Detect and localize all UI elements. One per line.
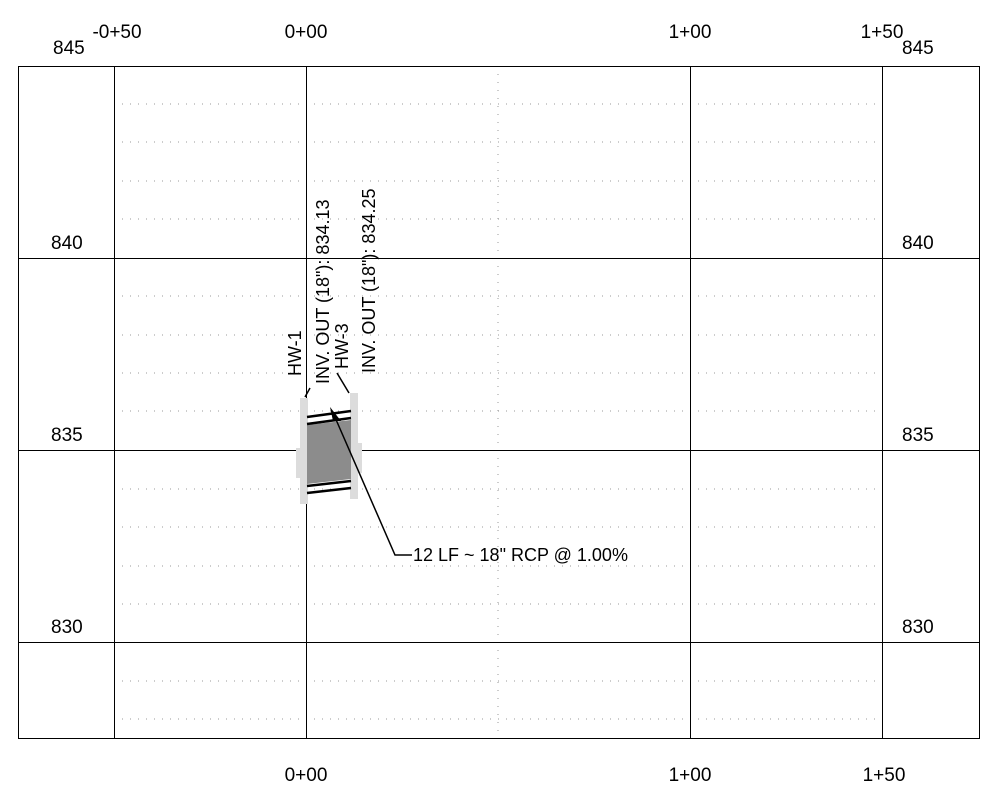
pipe-body (307, 420, 351, 484)
elevation-label-left-830: 830 (51, 617, 83, 638)
rcp-pipe (306, 409, 352, 495)
hw-1-invert-note: INV. OUT (18"): 834.13 (313, 200, 333, 384)
major-gridlines (18, 66, 980, 739)
pipe-invert-line-2 (306, 486, 352, 495)
elevation-label-right-830: 830 (902, 617, 934, 638)
hw-3-invert-note: INV. OUT (18"): 834.25 (359, 189, 379, 373)
pipe-invert-line-1 (306, 479, 352, 488)
elevation-label-right-835: 835 (902, 425, 934, 446)
elevation-label-right-840: 840 (902, 233, 934, 254)
hw-3-structure (350, 393, 358, 499)
pipe-callout-leader (333, 414, 412, 556)
station-label-top-1-00: 1+00 (669, 22, 712, 43)
station-label-bottom-1-50: 1+50 (863, 765, 906, 786)
minor-gridlines (114, 66, 883, 738)
station-label-top-1-50: 1+50 (861, 22, 904, 43)
elevation-label-left-835: 835 (51, 425, 83, 446)
station-label-top-0-00: 0+00 (285, 22, 328, 43)
leader-lines (304, 372, 412, 556)
station-label-top-minus-0-50: -0+50 (92, 22, 141, 43)
station-label-bottom-1-00: 1+00 (669, 765, 712, 786)
hw-3-wing (356, 443, 362, 473)
elevation-label-left-845: 845 (53, 38, 85, 59)
hw-1-structure (300, 398, 308, 504)
station-label-bottom-0-00: 0+00 (285, 765, 328, 786)
hw-3-label: HW-3 (332, 323, 352, 369)
callout-arrowhead (330, 407, 341, 421)
hw-1-label: HW-1 (285, 330, 305, 376)
pipe-crown-line-2 (306, 416, 352, 426)
elevation-label-right-845: 845 (902, 38, 934, 59)
hw-3-leader (336, 372, 350, 394)
pipe-crown-line-1 (306, 409, 352, 419)
headwall-structures (296, 393, 362, 504)
hw-1-leader (304, 387, 311, 398)
hw-1-wing (296, 448, 302, 478)
elevation-label-left-840: 840 (51, 233, 83, 254)
pipe-callout-label: 12 LF ~ 18" RCP @ 1.00% (413, 545, 628, 565)
